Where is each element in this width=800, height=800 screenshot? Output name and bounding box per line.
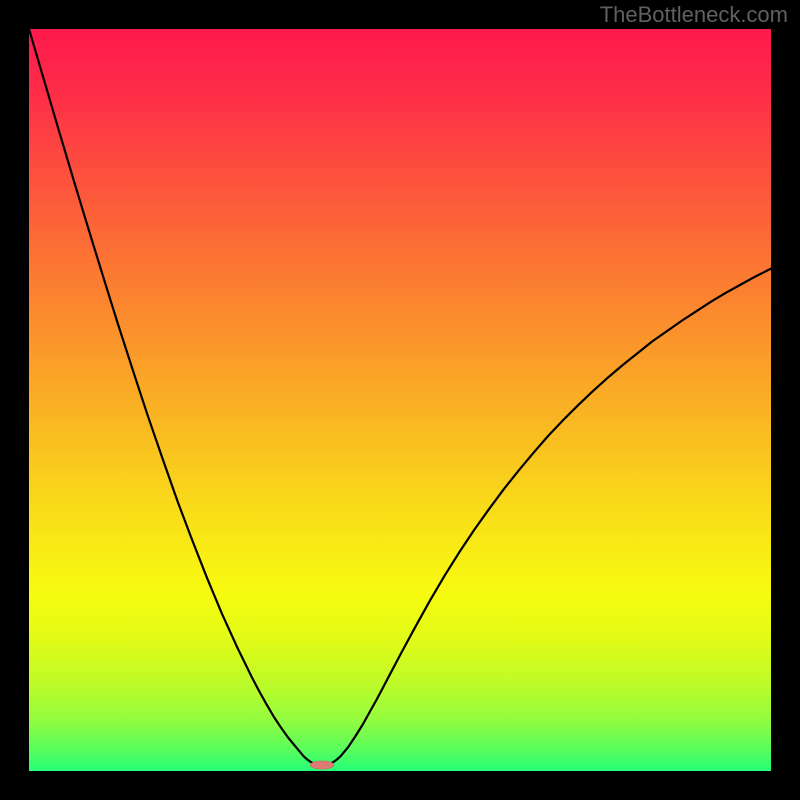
chart-frame: TheBottleneck.com <box>0 0 800 800</box>
dip-marker <box>310 761 334 769</box>
plot-area <box>29 29 771 771</box>
plot-svg <box>29 29 771 771</box>
gradient-background <box>29 29 771 771</box>
watermark-text: TheBottleneck.com <box>600 2 788 28</box>
